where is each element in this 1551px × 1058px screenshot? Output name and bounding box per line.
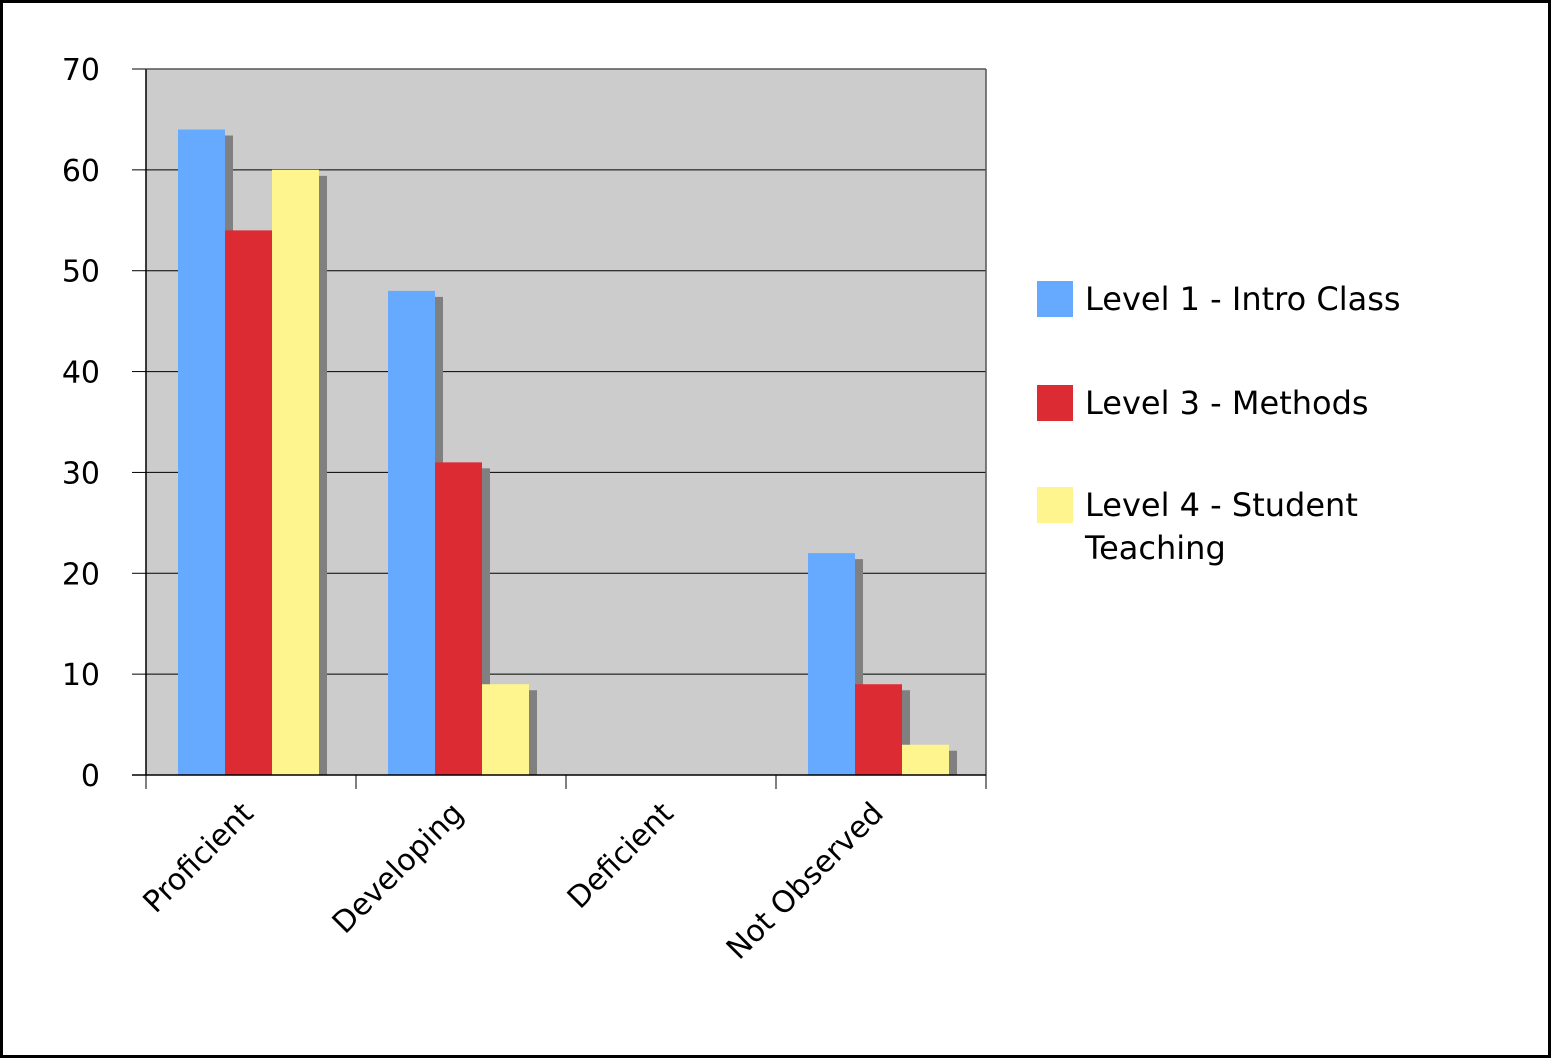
x-tick-label: Deficient — [561, 796, 681, 916]
bar — [855, 684, 902, 775]
bar — [808, 553, 855, 775]
legend-label-line: Teaching — [1084, 529, 1226, 567]
legend-swatch — [1037, 385, 1073, 421]
bar — [225, 230, 272, 775]
bar — [272, 169, 319, 775]
y-tick-label: 30 — [62, 456, 100, 491]
legend-label: Level 4 - Student Teaching — [1084, 486, 1358, 567]
y-tick-label: 70 — [62, 53, 100, 88]
y-tick-label: 20 — [62, 557, 100, 592]
legend-swatch — [1037, 281, 1073, 317]
bar — [178, 129, 225, 775]
y-tick-label: 10 — [62, 658, 100, 693]
bar — [388, 290, 435, 775]
legend-label: Level 3 - Methods — [1085, 384, 1369, 422]
y-tick-label: 40 — [62, 356, 100, 391]
bar — [902, 744, 949, 775]
legend-swatch — [1037, 487, 1073, 523]
legend-label-line: Level 4 - Student — [1085, 486, 1358, 524]
x-tick-label: Not Observed — [720, 796, 891, 967]
y-tick-label: 50 — [62, 255, 100, 290]
legend-label-line: Level 3 - Methods — [1085, 384, 1369, 422]
legend-label: Level 1 - Intro Class — [1085, 280, 1401, 318]
bar — [482, 684, 529, 775]
legend-label-line: Level 1 - Intro Class — [1085, 280, 1401, 318]
y-tick-label: 0 — [81, 759, 100, 794]
bar — [435, 462, 482, 775]
x-tick-label: Developing — [326, 796, 471, 941]
x-tick-label: Proficient — [137, 796, 261, 920]
y-tick-label: 60 — [62, 154, 100, 189]
